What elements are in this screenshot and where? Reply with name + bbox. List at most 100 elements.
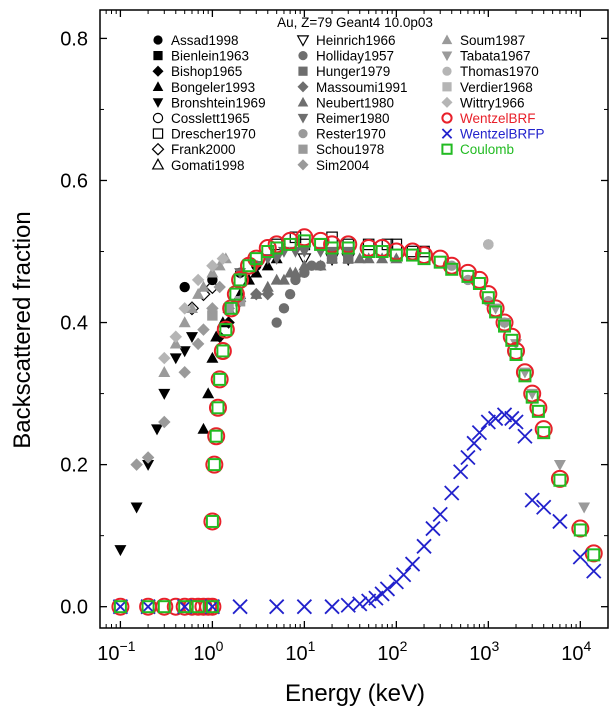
data-point: [178, 302, 191, 315]
data-point: [207, 310, 218, 321]
data-point: [442, 256, 461, 275]
data-point: [489, 305, 503, 319]
data-point: [197, 323, 210, 336]
legend-item-gomati1998: Gomati1998: [151, 158, 245, 173]
data-point: [186, 302, 198, 314]
data-point: [206, 266, 219, 278]
data-point: [479, 285, 498, 304]
data-point: [480, 414, 496, 430]
y-tick-label: 0.6: [60, 170, 88, 192]
data-point: [249, 252, 263, 266]
series-coulomb: [113, 234, 601, 614]
legend-item-bishop1965: Bishop1965: [152, 64, 242, 79]
data-point: [158, 388, 171, 400]
data-point: [324, 599, 340, 615]
legend-item-tabata1967: Tabata1967: [441, 49, 531, 64]
legend-label: Schou1978: [316, 142, 384, 157]
legend-label: Verdier1968: [460, 80, 533, 95]
x-axis-label: Energy (keV): [285, 680, 425, 707]
legend-label: Hunger1979: [316, 64, 390, 79]
data-point: [192, 287, 205, 299]
legend-marker: [153, 35, 163, 45]
plot-area: [111, 228, 603, 616]
legend-label: Bongeler1993: [171, 80, 255, 95]
data-point: [155, 597, 174, 616]
data-point: [219, 323, 233, 337]
data-point: [550, 469, 569, 488]
data-point: [250, 287, 263, 299]
data-point: [206, 351, 219, 363]
data-point: [453, 464, 469, 480]
legend-label: Wittry1966: [460, 95, 525, 110]
data-point: [178, 600, 192, 614]
data-point: [186, 332, 198, 343]
data-point: [472, 276, 486, 290]
legend-label: Bishop1965: [171, 64, 242, 79]
data-point: [191, 337, 205, 351]
data-point: [206, 302, 219, 315]
data-point: [224, 301, 238, 315]
data-point: [496, 407, 513, 423]
data-point: [277, 273, 290, 285]
data-point: [526, 388, 539, 400]
data-point: [432, 506, 448, 522]
legend-label: Drescher1970: [171, 127, 256, 142]
legend-item-heinrich1966: Heinrich1966: [296, 33, 396, 48]
data-point: [213, 372, 227, 386]
y-tick-label: 0.8: [60, 28, 88, 50]
data-point: [205, 600, 219, 614]
legend-label: Assad1998: [171, 33, 239, 48]
legend-label: Bienlein1963: [171, 49, 249, 64]
data-point: [250, 266, 263, 278]
data-point: [211, 401, 225, 415]
data-point: [341, 241, 355, 255]
data-point: [481, 291, 495, 305]
legend-label: Bronshtein1969: [171, 95, 266, 110]
legend-item-reimer1980: Reimer1980: [297, 111, 390, 126]
x-tick-label: 103: [469, 638, 499, 665]
data-point: [553, 459, 566, 471]
data-point: [311, 231, 330, 250]
data-point: [158, 366, 171, 377]
data-point: [416, 538, 432, 554]
legend-item-sim2004: Sim2004: [297, 158, 370, 173]
data-point: [130, 502, 143, 514]
legend-label: Rester1970: [316, 127, 386, 142]
data-point: [197, 280, 210, 292]
legend-marker: [441, 96, 453, 108]
legend-label: Thomas1970: [460, 64, 539, 79]
data-point: [213, 341, 232, 360]
legend-marker: [298, 66, 308, 76]
y-tick-label: 0.2: [60, 455, 88, 477]
y-axis-label: Backscattered fraction: [9, 211, 36, 448]
data-point: [389, 248, 403, 262]
data-point: [232, 599, 248, 615]
x-tick-label: 101: [285, 638, 315, 665]
data-point: [433, 255, 447, 269]
legend-label: Cosslett1965: [171, 111, 250, 126]
data-point: [518, 369, 532, 383]
legend-marker: [298, 129, 308, 139]
legend-marker: [152, 81, 164, 91]
data-point: [271, 317, 282, 328]
data-point: [202, 387, 215, 399]
legend-item-rester1970: Rester1970: [298, 127, 386, 142]
legend-marker: [298, 144, 308, 154]
data-point: [213, 280, 226, 294]
legend-marker: [441, 112, 453, 124]
data-point: [536, 499, 552, 515]
data-point: [460, 449, 476, 466]
x-tick-label: 104: [561, 638, 591, 665]
data-point: [483, 239, 494, 250]
data-point: [197, 422, 210, 434]
data-point: [169, 330, 183, 343]
data-point: [326, 252, 339, 264]
data-point: [130, 458, 143, 471]
data-point: [296, 599, 313, 615]
legend-item-cosslett1965: Cosslett1965: [152, 111, 250, 126]
data-point: [518, 367, 531, 379]
data-point: [470, 270, 489, 289]
data-point: [353, 252, 366, 264]
data-point: [517, 428, 533, 444]
